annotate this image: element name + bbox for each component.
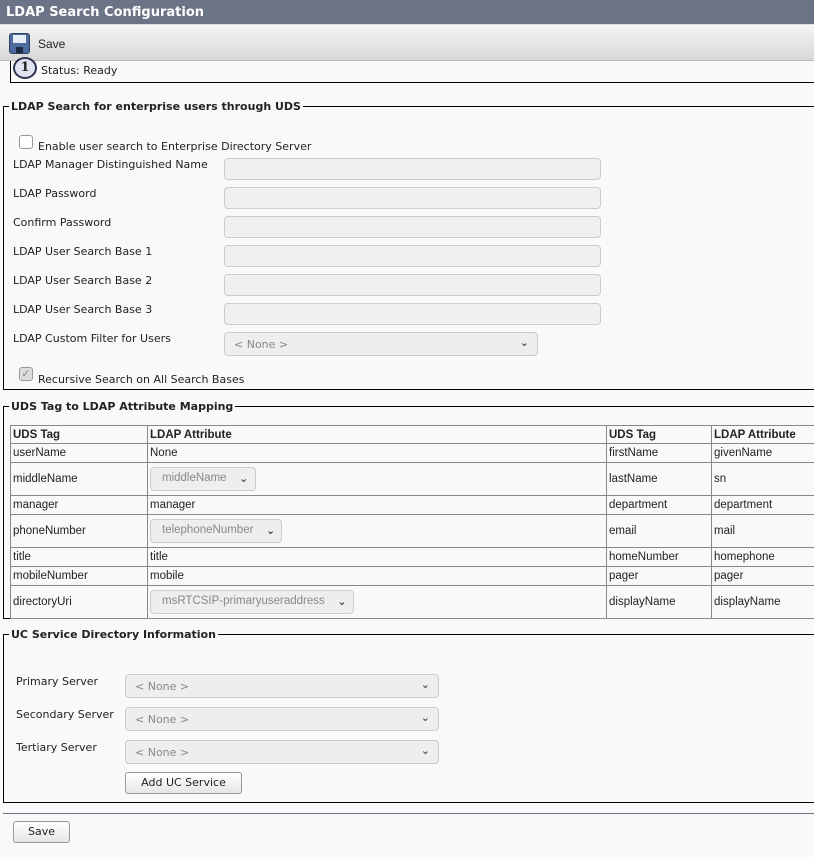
uds-tag-cell: lastName: [606, 462, 712, 496]
uds-tag-cell: manager: [10, 495, 148, 515]
uds-tag-cell: mobileNumber: [10, 566, 148, 586]
directory-uri-select[interactable]: msRTCSIP-primaryuseraddress ⌄: [150, 590, 354, 614]
column-header: LDAP Attribute: [711, 425, 814, 444]
chevron-down-icon: ⌄: [420, 678, 430, 691]
column-header: UDS Tag: [606, 425, 712, 444]
section-legend: UDS Tag to LDAP Attribute Mapping: [11, 400, 234, 413]
recursive-search-checkbox[interactable]: ✓: [19, 367, 33, 381]
search-base-2-input[interactable]: [224, 274, 601, 296]
uds-tag-cell: title: [10, 547, 148, 567]
middle-name-select[interactable]: middleName ⌄: [150, 467, 256, 491]
ldap-attribute-cell: None: [147, 443, 607, 463]
uds-tag-cell: displayName: [606, 585, 712, 619]
section-legend: LDAP Search for enterprise users through…: [11, 100, 301, 113]
divider: [3, 813, 814, 814]
chevron-down-icon: ⌄: [519, 336, 529, 349]
password-input[interactable]: [224, 187, 601, 209]
chevron-down-icon: ⌄: [420, 711, 430, 724]
uds-tag-cell: pager: [606, 566, 712, 586]
floppy-disk-icon[interactable]: [9, 33, 30, 54]
uds-tag-cell: firstName: [606, 443, 712, 463]
status-bar: 1 Status: Ready: [10, 57, 814, 83]
attribute-mapping-section: UDS Tag to LDAP Attribute Mapping UDS Ta…: [3, 400, 814, 619]
ldap-attribute-cell: pager: [711, 566, 814, 586]
tertiary-server-label: Tertiary Server: [16, 741, 97, 754]
search-base-2-label: LDAP User Search Base 2: [13, 274, 153, 287]
chevron-down-icon: ⌄: [265, 525, 276, 537]
ldap-attribute-cell: title: [147, 547, 607, 567]
save-label[interactable]: Save: [38, 37, 66, 51]
confirm-password-input[interactable]: [224, 216, 601, 238]
add-uc-service-button[interactable]: Add UC Service: [125, 772, 242, 794]
chevron-down-icon: ⌄: [420, 744, 430, 757]
table-row: phoneNumber telephoneNumber ⌄ email mail: [10, 514, 814, 548]
custom-filter-value: < None >: [234, 338, 289, 351]
uds-tag-cell: department: [606, 495, 712, 515]
status-text: Status: Ready: [41, 64, 118, 77]
primary-server-select[interactable]: < None > ⌄: [125, 674, 439, 698]
recursive-search-label: Recursive Search on All Search Bases: [38, 373, 245, 386]
toolbar: Save: [0, 26, 814, 61]
uds-tag-cell: middleName: [10, 462, 148, 496]
ldap-search-section: LDAP Search for enterprise users through…: [3, 100, 814, 390]
mapping-table: UDS Tag LDAP Attribute UDS Tag LDAP Attr…: [10, 425, 814, 619]
search-base-1-label: LDAP User Search Base 1: [13, 245, 153, 258]
ldap-attribute-cell: sn: [711, 462, 814, 496]
select-value: < None >: [135, 680, 190, 693]
secondary-server-label: Secondary Server: [16, 708, 114, 721]
table-row: directoryUri msRTCSIP-primaryuseraddress…: [10, 585, 814, 619]
ldap-attribute-cell: department: [711, 495, 814, 515]
uds-tag-cell: directoryUri: [10, 585, 148, 619]
ldap-attribute-cell: telephoneNumber ⌄: [147, 514, 607, 548]
secondary-server-select[interactable]: < None > ⌄: [125, 707, 439, 731]
uds-tag-cell: phoneNumber: [10, 514, 148, 548]
uds-tag-cell: userName: [10, 443, 148, 463]
manager-dn-input[interactable]: [224, 158, 601, 180]
select-value: middleName: [162, 472, 227, 484]
search-base-1-input[interactable]: [224, 245, 601, 267]
primary-server-label: Primary Server: [16, 675, 99, 688]
footer-save-button[interactable]: Save: [13, 821, 70, 843]
table-row: title title homeNumber homephone: [10, 547, 814, 567]
custom-filter-label: LDAP Custom Filter for Users: [13, 332, 171, 345]
search-base-3-label: LDAP User Search Base 3: [13, 303, 153, 316]
select-value: < None >: [135, 746, 190, 759]
uds-tag-cell: homeNumber: [606, 547, 712, 567]
ldap-attribute-cell: displayName: [711, 585, 814, 619]
table-row: middleName middleName ⌄ lastName sn: [10, 462, 814, 496]
ldap-attribute-cell: middleName ⌄: [147, 462, 607, 496]
ldap-attribute-cell: givenName: [711, 443, 814, 463]
column-header: LDAP Attribute: [147, 425, 607, 444]
tertiary-server-select[interactable]: < None > ⌄: [125, 740, 439, 764]
search-base-3-input[interactable]: [224, 303, 601, 325]
custom-filter-select[interactable]: < None > ⌄: [224, 332, 538, 356]
page-title: LDAP Search Configuration: [0, 0, 814, 25]
chevron-down-icon: ⌄: [238, 473, 249, 485]
table-header-row: UDS Tag LDAP Attribute UDS Tag LDAP Attr…: [10, 425, 814, 444]
ldap-attribute-cell: msRTCSIP-primaryuseraddress ⌄: [147, 585, 607, 619]
table-row: manager manager department department: [10, 495, 814, 515]
table-row: userName None firstName givenName: [10, 443, 814, 463]
phone-number-select[interactable]: telephoneNumber ⌄: [150, 519, 283, 543]
manager-dn-label: LDAP Manager Distinguished Name: [13, 158, 208, 171]
select-value: msRTCSIP-primaryuseraddress: [162, 595, 325, 607]
ldap-attribute-cell: mail: [711, 514, 814, 548]
table-row: mobileNumber mobile pager pager: [10, 566, 814, 586]
column-header: UDS Tag: [10, 425, 148, 444]
enable-user-search-checkbox[interactable]: [19, 135, 33, 149]
enable-user-search-label: Enable user search to Enterprise Directo…: [38, 140, 312, 153]
uds-tag-cell: email: [606, 514, 712, 548]
info-icon: 1: [13, 57, 37, 79]
ldap-attribute-cell: mobile: [147, 566, 607, 586]
ldap-attribute-cell: manager: [147, 495, 607, 515]
ldap-attribute-cell: homephone: [711, 547, 814, 567]
password-label: LDAP Password: [13, 187, 97, 200]
confirm-password-label: Confirm Password: [13, 216, 112, 229]
uc-service-section: UC Service Directory Information Primary…: [3, 628, 814, 803]
chevron-down-icon: ⌄: [337, 596, 347, 608]
select-value: telephoneNumber: [162, 524, 254, 536]
section-legend: UC Service Directory Information: [11, 628, 216, 641]
select-value: < None >: [135, 713, 190, 726]
